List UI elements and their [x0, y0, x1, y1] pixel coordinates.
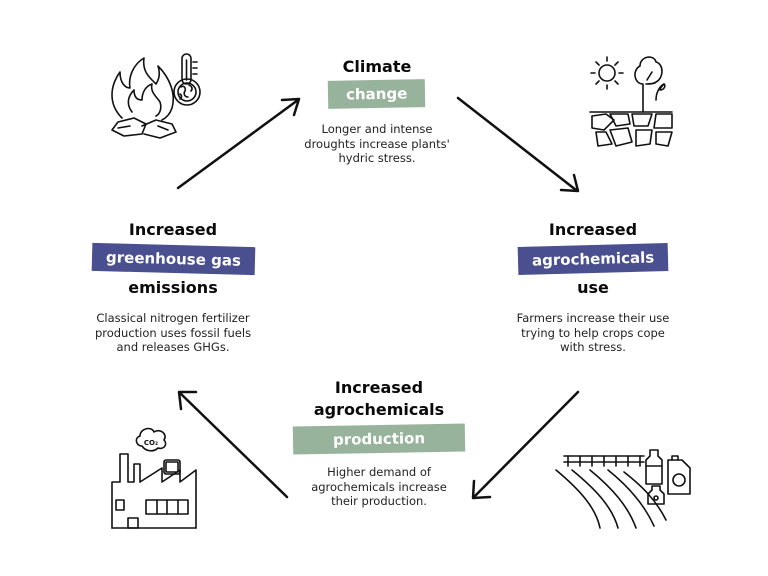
node-heading-2: agrochemicals [313, 400, 445, 419]
node-agrochemicals-use: Increased agrochemicals use Farmers incr… [488, 219, 698, 355]
fire-thermometer-globe-icon [111, 53, 201, 139]
node-heading: Increased [334, 378, 424, 397]
field-sprayer-bottles-icon [555, 449, 691, 529]
node-heading: Increased [128, 220, 218, 239]
node-description: Farmers increase their use trying to hel… [516, 311, 670, 354]
node-heading-bottom: use [577, 278, 609, 297]
co2-label: CO₂ [144, 439, 158, 447]
node-heading-bottom: emissions [128, 278, 218, 297]
node-climate-change: Climate change Longer and intense drough… [294, 56, 460, 166]
arrow-climate-to-use [456, 96, 580, 193]
node-tag-climate: change [328, 79, 426, 109]
node-heading: Increased [548, 220, 638, 239]
node-description: Classical nitrogen fertilizer production… [94, 311, 252, 354]
arrow-production-to-emissions [177, 390, 289, 499]
node-tag-production: production [292, 423, 466, 455]
node-tag-agrochemicals: agrochemicals [517, 243, 669, 275]
arrow-emissions-to-climate [176, 97, 301, 190]
node-heading: Climate [342, 57, 412, 76]
arrow-use-to-production [471, 390, 580, 500]
node-tag-greenhouse-gas: greenhouse gas [91, 242, 255, 276]
node-description: Higher demand of agrochemicals increase … [311, 465, 447, 508]
factory-co2-icon [111, 427, 197, 529]
drought-sun-tree-icon [589, 56, 673, 147]
node-greenhouse-gas-emissions: Increased greenhouse gas emissions Class… [70, 219, 276, 355]
node-agrochemicals-production: Increased agrochemicals production Highe… [276, 377, 482, 509]
node-description: Longer and intense droughts increase pla… [304, 122, 450, 165]
